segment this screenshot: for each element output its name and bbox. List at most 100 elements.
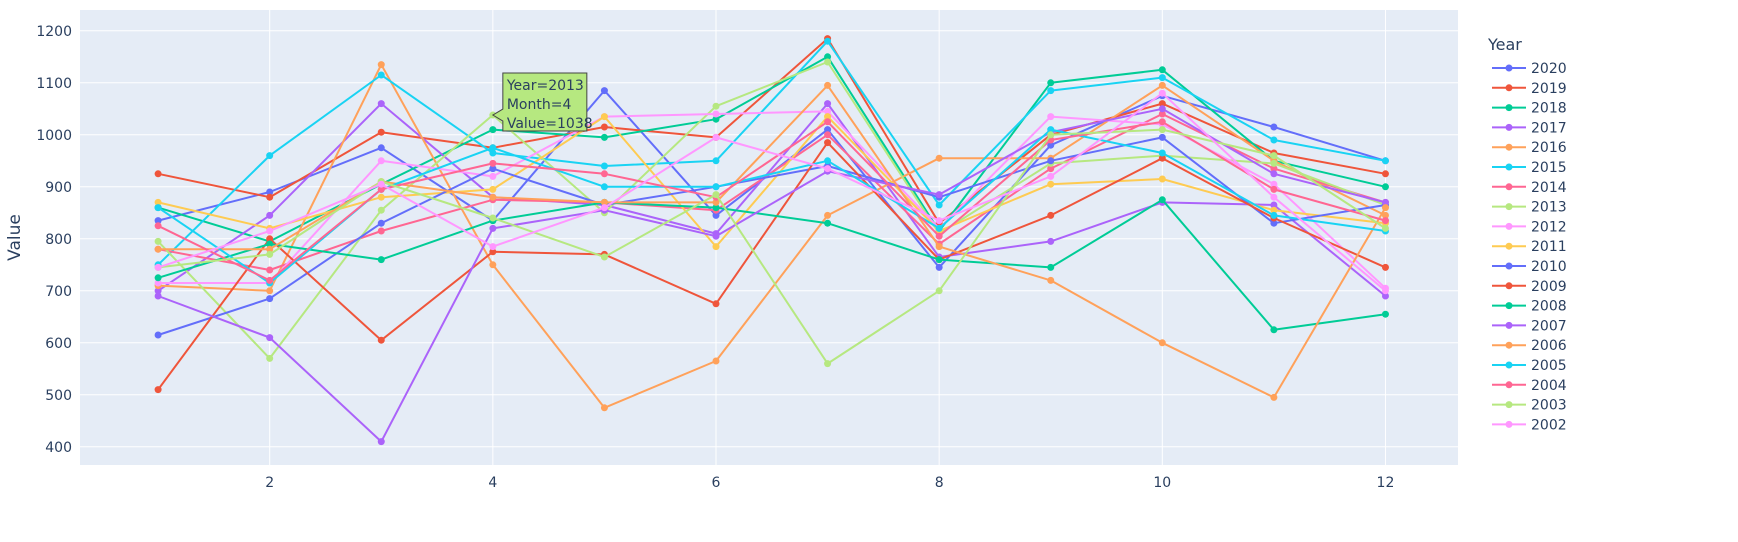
data-point[interactable] [1047, 131, 1055, 139]
data-point[interactable] [1270, 211, 1278, 219]
data-point[interactable] [824, 81, 832, 89]
data-point[interactable] [712, 232, 720, 240]
data-point[interactable] [600, 123, 608, 131]
series-line-2008[interactable] [157, 198, 1386, 331]
series-line-2011[interactable] [157, 115, 1386, 248]
data-point[interactable] [377, 193, 385, 201]
data-point[interactable] [1381, 292, 1389, 300]
data-point[interactable] [1381, 204, 1389, 212]
legend-item-2011[interactable]: 2011 [1492, 239, 1567, 255]
data-point[interactable] [377, 100, 385, 108]
data-point[interactable] [600, 204, 608, 212]
data-point[interactable] [377, 61, 385, 69]
data-point[interactable] [824, 219, 832, 227]
data-point[interactable] [600, 253, 608, 261]
data-point[interactable] [1047, 211, 1055, 219]
data-point[interactable] [600, 404, 608, 412]
data-point[interactable] [1158, 110, 1166, 118]
legend-item-2014[interactable]: 2014 [1492, 180, 1567, 196]
data-point[interactable] [1381, 170, 1389, 178]
data-point[interactable] [266, 152, 274, 160]
data-point[interactable] [377, 71, 385, 79]
data-point[interactable] [266, 287, 274, 295]
data-point[interactable] [1047, 126, 1055, 134]
data-point[interactable] [266, 334, 274, 342]
data-point[interactable] [600, 133, 608, 141]
data-point[interactable] [600, 87, 608, 95]
data-point[interactable] [266, 240, 274, 248]
data-point[interactable] [489, 224, 497, 232]
data-point[interactable] [712, 204, 720, 212]
data-point[interactable] [1047, 141, 1055, 149]
data-point[interactable] [154, 292, 162, 300]
series-line-2017[interactable] [157, 102, 1387, 297]
data-point[interactable] [489, 214, 497, 222]
data-point[interactable] [1270, 165, 1278, 173]
data-point[interactable] [489, 243, 497, 251]
data-point[interactable] [154, 170, 162, 178]
data-point[interactable] [1047, 87, 1055, 95]
legend-item-2018[interactable]: 2018 [1492, 101, 1567, 117]
legend-item-2003[interactable]: 2003 [1492, 398, 1567, 414]
legend-item-2015[interactable]: 2015 [1492, 160, 1567, 176]
data-point[interactable] [712, 191, 720, 199]
data-point[interactable] [154, 237, 162, 245]
data-point[interactable] [154, 204, 162, 212]
data-point[interactable] [1270, 201, 1278, 209]
data-point[interactable] [489, 126, 497, 134]
data-point[interactable] [824, 211, 832, 219]
legend-item-2005[interactable]: 2005 [1492, 358, 1567, 374]
data-point[interactable] [1158, 118, 1166, 126]
data-point[interactable] [1270, 136, 1278, 144]
data-point[interactable] [266, 193, 274, 201]
series-line-2009[interactable] [157, 141, 1386, 391]
data-point[interactable] [824, 118, 832, 126]
data-point[interactable] [1047, 180, 1055, 188]
data-point[interactable] [824, 131, 832, 139]
series-line-2010[interactable] [157, 136, 1386, 336]
data-point[interactable] [1270, 326, 1278, 334]
data-point[interactable] [1381, 198, 1389, 206]
data-point[interactable] [712, 102, 720, 110]
legend-item-2006[interactable]: 2006 [1492, 338, 1567, 354]
series-2016[interactable] [154, 61, 1389, 412]
data-point[interactable] [935, 287, 943, 295]
data-point[interactable] [824, 100, 832, 108]
data-point[interactable] [377, 438, 385, 446]
data-point[interactable] [1158, 100, 1166, 108]
data-point[interactable] [1270, 219, 1278, 227]
data-point[interactable] [154, 331, 162, 339]
data-point[interactable] [1047, 165, 1055, 173]
series-line-2015[interactable] [157, 40, 1386, 266]
data-point[interactable] [266, 250, 274, 258]
data-point[interactable] [377, 128, 385, 136]
data-point[interactable] [824, 53, 832, 61]
data-point[interactable] [1270, 206, 1278, 214]
data-point[interactable] [935, 201, 943, 209]
data-point[interactable] [824, 58, 832, 66]
data-point[interactable] [1158, 149, 1166, 157]
data-point[interactable] [1158, 196, 1166, 204]
data-point[interactable] [1381, 217, 1389, 225]
data-point[interactable] [824, 157, 832, 165]
data-point[interactable] [712, 357, 720, 365]
data-point[interactable] [154, 217, 162, 225]
data-point[interactable] [1047, 79, 1055, 87]
data-point[interactable] [1158, 81, 1166, 89]
series-line-2014[interactable] [157, 113, 1386, 271]
data-point[interactable] [1158, 154, 1166, 162]
series-2015[interactable] [154, 37, 1389, 269]
data-point[interactable] [377, 206, 385, 214]
legend-item-2013[interactable]: 2013 [1492, 200, 1567, 216]
data-point[interactable] [1381, 157, 1389, 165]
legend-item-2009[interactable]: 2009 [1492, 279, 1567, 295]
data-point[interactable] [1270, 185, 1278, 193]
data-point[interactable] [266, 245, 274, 253]
data-point[interactable] [712, 183, 720, 191]
data-point[interactable] [266, 235, 274, 243]
data-point[interactable] [1158, 133, 1166, 141]
data-point[interactable] [1270, 152, 1278, 160]
data-point[interactable] [266, 276, 274, 284]
data-point[interactable] [377, 180, 385, 188]
data-point[interactable] [712, 133, 720, 141]
